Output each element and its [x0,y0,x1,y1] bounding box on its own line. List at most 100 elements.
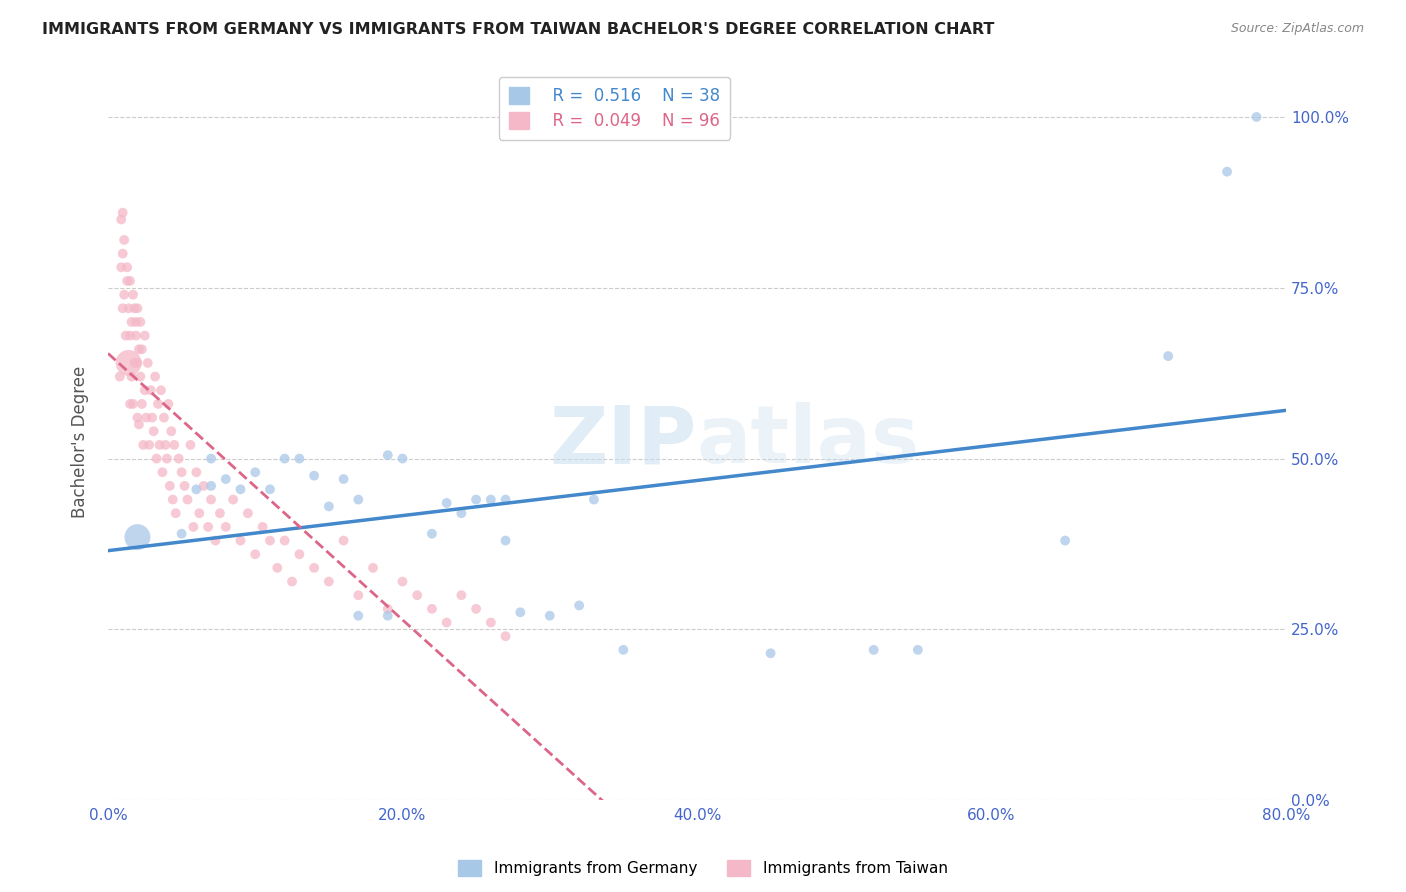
Point [131,343,153,357]
Point [121,315,143,329]
Point [122,397,145,411]
Point [110,212,132,227]
Point [259,483,281,497]
Point [377,608,399,623]
Point [121,369,143,384]
Point [465,602,488,616]
Point [391,574,413,589]
Point [108,369,131,384]
Point [759,646,782,660]
Point [128,343,150,357]
Point [332,533,354,548]
Point [1246,110,1268,124]
Point [245,465,267,479]
Point [127,356,149,370]
Text: atlas: atlas [697,402,920,481]
Point [125,328,148,343]
Point [420,526,443,541]
Point [281,574,304,589]
Point [179,438,201,452]
Point [612,643,634,657]
Point [167,451,190,466]
Point [134,328,156,343]
Point [266,561,288,575]
Point [582,492,605,507]
Point [173,479,195,493]
Legend:   R =  0.516    N = 38,   R =  0.049    N = 96: R = 0.516 N = 38, R = 0.049 N = 96 [499,77,730,140]
Point [156,451,179,466]
Point [188,506,211,520]
Point [1216,164,1239,178]
Point [153,410,176,425]
Point [160,424,183,438]
Point [495,533,517,548]
Point [129,369,152,384]
Point [377,602,399,616]
Point [134,384,156,398]
Point [377,448,399,462]
Point [229,483,252,497]
Point [479,492,502,507]
Point [465,492,488,507]
Point [155,438,177,452]
Point [332,472,354,486]
Point [111,301,134,316]
Point [131,397,153,411]
Point [509,605,531,619]
Point [288,547,311,561]
Point [1157,349,1180,363]
Point [127,301,149,316]
Point [229,533,252,548]
Point [450,506,472,520]
Point [347,588,370,602]
Point [129,315,152,329]
Point [111,205,134,219]
Point [117,301,139,316]
Point [157,397,180,411]
Point [142,424,165,438]
Point [273,451,295,466]
Point [128,417,150,432]
Point [568,599,591,613]
Point [125,315,148,329]
Point [152,465,174,479]
Point [495,492,517,507]
Point [236,506,259,520]
Point [436,615,458,630]
Point [132,438,155,452]
Point [112,287,135,301]
Point [1054,533,1077,548]
Point [145,451,167,466]
Point [146,397,169,411]
Point [222,492,245,507]
Point [120,397,142,411]
Point [183,520,205,534]
Point [139,384,162,398]
Point [117,356,139,370]
Point [110,260,132,275]
Point [273,533,295,548]
Point [495,629,517,643]
Point [302,561,325,575]
Point [111,246,134,260]
Point [245,547,267,561]
Point [347,608,370,623]
Point [120,274,142,288]
Point [112,233,135,247]
Point [165,506,187,520]
Point [135,410,157,425]
Point [186,483,208,497]
Point [124,356,146,370]
Point [208,506,231,520]
Point [318,500,340,514]
Point [420,602,443,616]
Text: IMMIGRANTS FROM GERMANY VS IMMIGRANTS FROM TAIWAN BACHELOR'S DEGREE CORRELATION : IMMIGRANTS FROM GERMANY VS IMMIGRANTS FR… [42,22,994,37]
Point [479,615,502,630]
Point [162,492,184,507]
Point [150,384,173,398]
Point [200,451,222,466]
Point [176,492,198,507]
Point [163,438,186,452]
Point [114,328,136,343]
Point [215,472,238,486]
